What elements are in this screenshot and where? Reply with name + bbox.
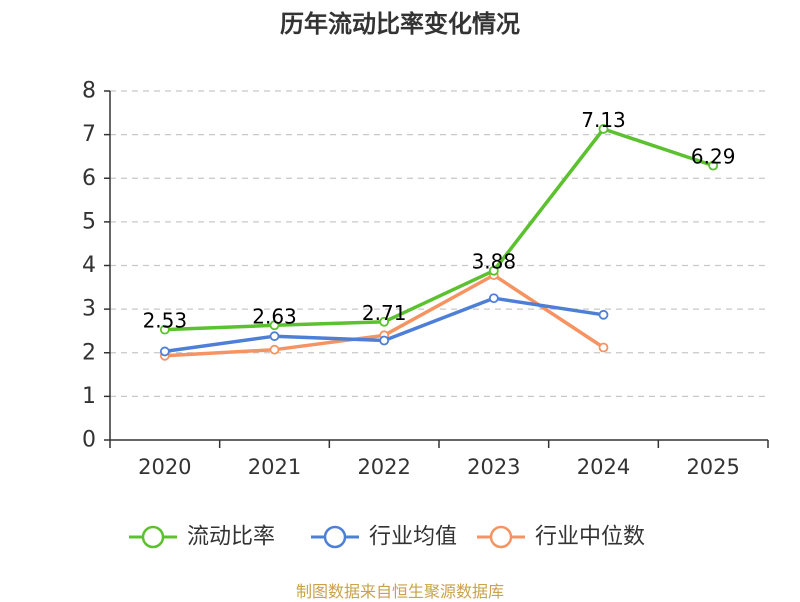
data-label: 6.29	[691, 145, 736, 169]
y-tick-label: 4	[82, 253, 96, 278]
legend-item-2[interactable]: 行业中位数	[477, 525, 645, 550]
legend-swatch-marker	[323, 525, 347, 549]
chart-title: 历年流动比率变化情况	[280, 10, 520, 38]
y-tick-label: 1	[82, 384, 96, 409]
data-point[interactable]	[269, 320, 280, 331]
x-tick-label: 2022	[357, 455, 410, 479]
source-note: 制图数据来自恒生聚源数据库	[295, 582, 504, 601]
legend-swatch-marker	[141, 525, 165, 549]
legend[interactable]: 流动比率 行业均值 行业中位数	[129, 525, 645, 550]
y-tick-label: 0	[82, 428, 96, 453]
data-point[interactable]	[269, 344, 280, 355]
x-tick-label: 2024	[577, 455, 630, 479]
y-tick-label: 8	[82, 79, 96, 104]
data-point[interactable]	[159, 346, 170, 357]
data-point[interactable]	[708, 160, 719, 171]
legend-item-1[interactable]: 行业均值	[311, 525, 457, 550]
legend-item-0[interactable]: 流动比率	[129, 525, 275, 550]
data-label: 2.63	[252, 304, 297, 328]
axes: 0 1 2 3 4 5 6 7 8 2020 2021 2022 2023 2024 2025	[82, 79, 769, 479]
data-point[interactable]	[269, 331, 280, 342]
data-point[interactable]	[598, 124, 609, 134]
y-tick-label: 5	[82, 209, 96, 234]
series-line-0	[163, 127, 715, 332]
data-point[interactable]	[598, 342, 609, 353]
data-point[interactable]	[379, 316, 390, 327]
series-layer	[159, 124, 719, 361]
y-tick-label: 2	[82, 340, 96, 365]
data-point[interactable]	[159, 324, 170, 335]
data-label: 3.88	[472, 250, 517, 274]
data-label: 2.53	[143, 309, 188, 333]
data-label: 7.13	[581, 108, 626, 132]
data-point[interactable]	[488, 265, 499, 276]
x-tick-label: 2021	[248, 455, 301, 479]
x-tick-label: 2020	[138, 455, 191, 479]
y-tick-label: 6	[82, 166, 96, 191]
y-tick-label: 7	[82, 122, 96, 147]
legend-label: 行业中位数	[535, 525, 645, 550]
data-labels: 2.53 2.63 2.71 3.88 7.13 6.29	[143, 108, 736, 333]
data-point[interactable]	[598, 309, 609, 320]
data-point[interactable]	[379, 335, 390, 346]
legend-label: 流动比率	[187, 525, 275, 550]
legend-label: 行业均值	[369, 525, 457, 550]
data-point[interactable]	[488, 293, 499, 304]
data-label: 2.71	[362, 301, 407, 325]
x-tick-label: 2023	[467, 455, 520, 479]
legend-swatch-marker	[489, 525, 513, 549]
x-tick-label: 2025	[686, 455, 739, 479]
y-tick-label: 3	[82, 297, 96, 322]
grid-lines	[110, 90, 768, 397]
